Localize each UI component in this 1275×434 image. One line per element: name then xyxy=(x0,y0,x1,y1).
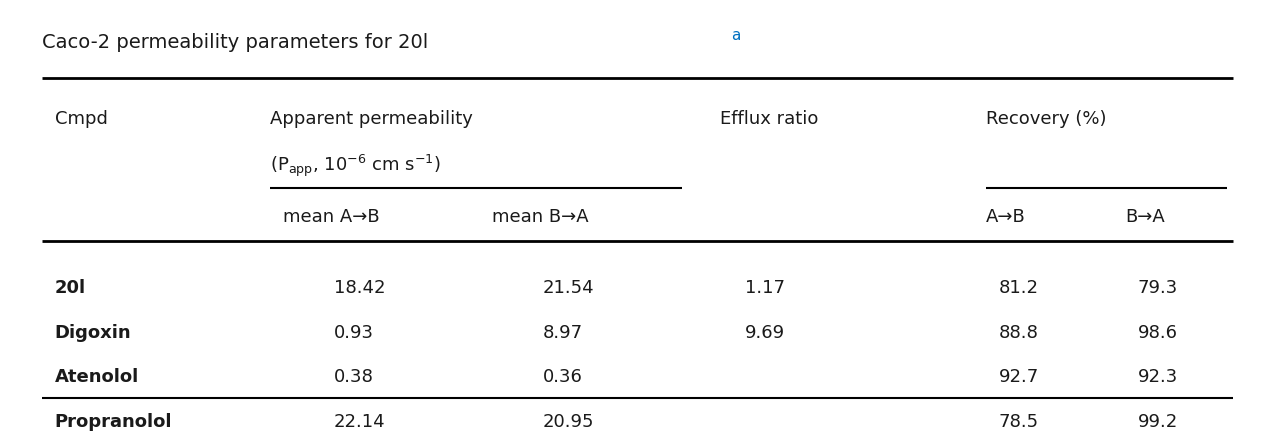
Text: mean B→A: mean B→A xyxy=(492,207,589,225)
Text: A→B: A→B xyxy=(986,207,1025,225)
Text: ($\mathregular{P_{app}}$, $\mathregular{10^{-6}}$ cm s$\mathregular{^{-1}}$): ($\mathregular{P_{app}}$, $\mathregular{… xyxy=(270,152,441,179)
Text: Recovery (%): Recovery (%) xyxy=(986,110,1107,128)
Text: Cmpd: Cmpd xyxy=(55,110,107,128)
Text: 88.8: 88.8 xyxy=(998,323,1038,341)
Text: Efflux ratio: Efflux ratio xyxy=(720,110,819,128)
Text: 0.36: 0.36 xyxy=(542,368,583,385)
Text: a: a xyxy=(732,28,741,43)
Text: 8.97: 8.97 xyxy=(542,323,583,341)
Text: mean A→B: mean A→B xyxy=(283,207,380,225)
Text: Caco-2 permeability parameters for 20l: Caco-2 permeability parameters for 20l xyxy=(42,33,428,52)
Text: Propranolol: Propranolol xyxy=(55,412,172,430)
Text: 79.3: 79.3 xyxy=(1137,278,1178,296)
Text: 0.93: 0.93 xyxy=(334,323,374,341)
Text: 18.42: 18.42 xyxy=(334,278,385,296)
Text: 81.2: 81.2 xyxy=(998,278,1039,296)
Text: 98.6: 98.6 xyxy=(1137,323,1178,341)
Text: 20l: 20l xyxy=(55,278,85,296)
Text: B→A: B→A xyxy=(1125,207,1165,225)
Text: 78.5: 78.5 xyxy=(998,412,1039,430)
Text: 9.69: 9.69 xyxy=(745,323,785,341)
Text: 22.14: 22.14 xyxy=(334,412,385,430)
Text: 0.38: 0.38 xyxy=(334,368,374,385)
Text: 20.95: 20.95 xyxy=(542,412,594,430)
Text: 21.54: 21.54 xyxy=(542,278,594,296)
Text: Atenolol: Atenolol xyxy=(55,368,139,385)
Text: 99.2: 99.2 xyxy=(1137,412,1178,430)
Text: 1.17: 1.17 xyxy=(745,278,785,296)
Text: 92.7: 92.7 xyxy=(998,368,1039,385)
Text: Apparent permeability: Apparent permeability xyxy=(270,110,473,128)
Text: Digoxin: Digoxin xyxy=(55,323,131,341)
Text: 92.3: 92.3 xyxy=(1137,368,1178,385)
